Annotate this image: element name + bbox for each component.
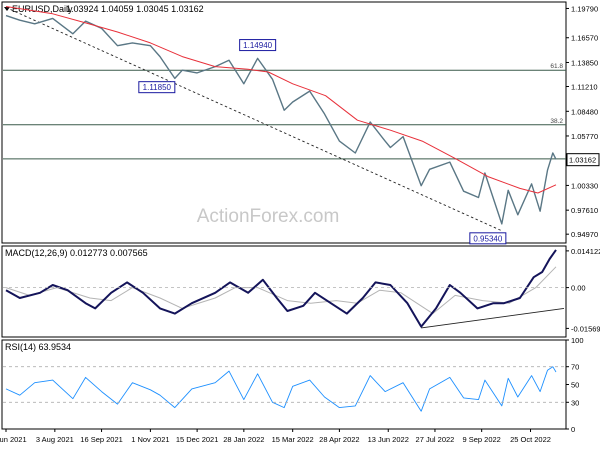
x-tick-label: 25 Oct 2022 [510, 435, 551, 444]
x-tick-label: 16 Sep 2021 [80, 435, 123, 444]
x-tick-label: 15 Dec 2021 [176, 435, 219, 444]
x-tick-label: 28 Jan 2022 [223, 435, 264, 444]
annotation-label: 1.14940 [243, 41, 272, 50]
annotation-box [138, 81, 176, 94]
rsi-panel: RSI(14) 63.9534 100 70 50 30 0 [1, 336, 584, 434]
price-ytick-label: 0.94970 [571, 230, 598, 239]
rsi-ytick-label: 0 [571, 425, 575, 434]
fib-level-label: 61.8 [550, 63, 563, 70]
x-tick-label: 18 Jun 2021 [0, 435, 27, 444]
chart-menu-icon[interactable] [4, 7, 10, 11]
annotation-label: 0.95340 [473, 234, 502, 243]
price-ytick-label: 1.08480 [571, 107, 598, 116]
price-ytick-label: 1.05770 [571, 132, 598, 141]
price-ytick-label: 1.13850 [571, 58, 598, 67]
last-price-label: 1.03162 [569, 156, 596, 165]
annotation-label: 1.11850 [143, 83, 172, 92]
price-ytick-label: 1.00330 [571, 181, 598, 190]
x-tick-label: 27 Jul 2022 [416, 435, 455, 444]
price-ytick-label: 1.11210 [571, 82, 598, 91]
macd-panel: MACD(12,26,9) 0.012773 0.007565 0.014122… [1, 245, 600, 338]
macd-line [5, 249, 557, 328]
price-ytick-label: 0.97610 [571, 206, 598, 215]
price-symbol-header: EURUSD,Daily [12, 4, 73, 14]
watermark: ActionForex.com [197, 206, 340, 227]
macd-ytick-label: 0.014122 [571, 247, 600, 256]
macd-trendline [421, 307, 565, 329]
x-tick-label: 15 Mar 2022 [272, 435, 314, 444]
rsi-ytick-label: 50 [571, 381, 579, 390]
x-tick-label: 13 Jun 2022 [368, 435, 409, 444]
price-ohlc-header: 1.03924 1.04059 1.03045 1.03162 [66, 4, 204, 14]
rsi-ytick-label: 70 [571, 363, 579, 372]
rsi-header: RSI(14) 63.9534 [5, 342, 71, 352]
macd-ytick-label: 0.00 [571, 284, 586, 293]
price-series-line [5, 14, 557, 225]
rsi-line [5, 366, 557, 412]
rsi-ytick-label: 100 [571, 336, 584, 345]
moving-average-line [5, 6, 557, 194]
macd-ytick-label: -0.015692 [571, 324, 600, 333]
x-tick-label: 1 Nov 2021 [131, 435, 169, 444]
rsi-ytick-label: 30 [571, 398, 579, 407]
x-axis: 18 Jun 2021 3 Aug 2021 16 Sep 2021 1 Nov 20… [0, 429, 551, 444]
annotation-box [239, 39, 277, 52]
last-price-box [566, 153, 600, 167]
x-tick-label: 28 Apr 2022 [319, 435, 359, 444]
price-panel: EURUSD,Daily 1.03924 1.04059 1.03045 1.0… [1, 1, 600, 245]
fib-level-label: 38.2 [550, 118, 563, 125]
price-ytick-label: 1.19790 [571, 4, 598, 13]
price-trendline [5, 7, 503, 232]
annotation-box [469, 232, 507, 245]
macd-header: MACD(12,26,9) 0.012773 0.007565 [5, 248, 148, 258]
x-tick-label: 3 Aug 2021 [36, 435, 74, 444]
price-ytick-label: 1.16570 [571, 34, 598, 43]
x-tick-label: 9 Sep 2022 [462, 435, 500, 444]
